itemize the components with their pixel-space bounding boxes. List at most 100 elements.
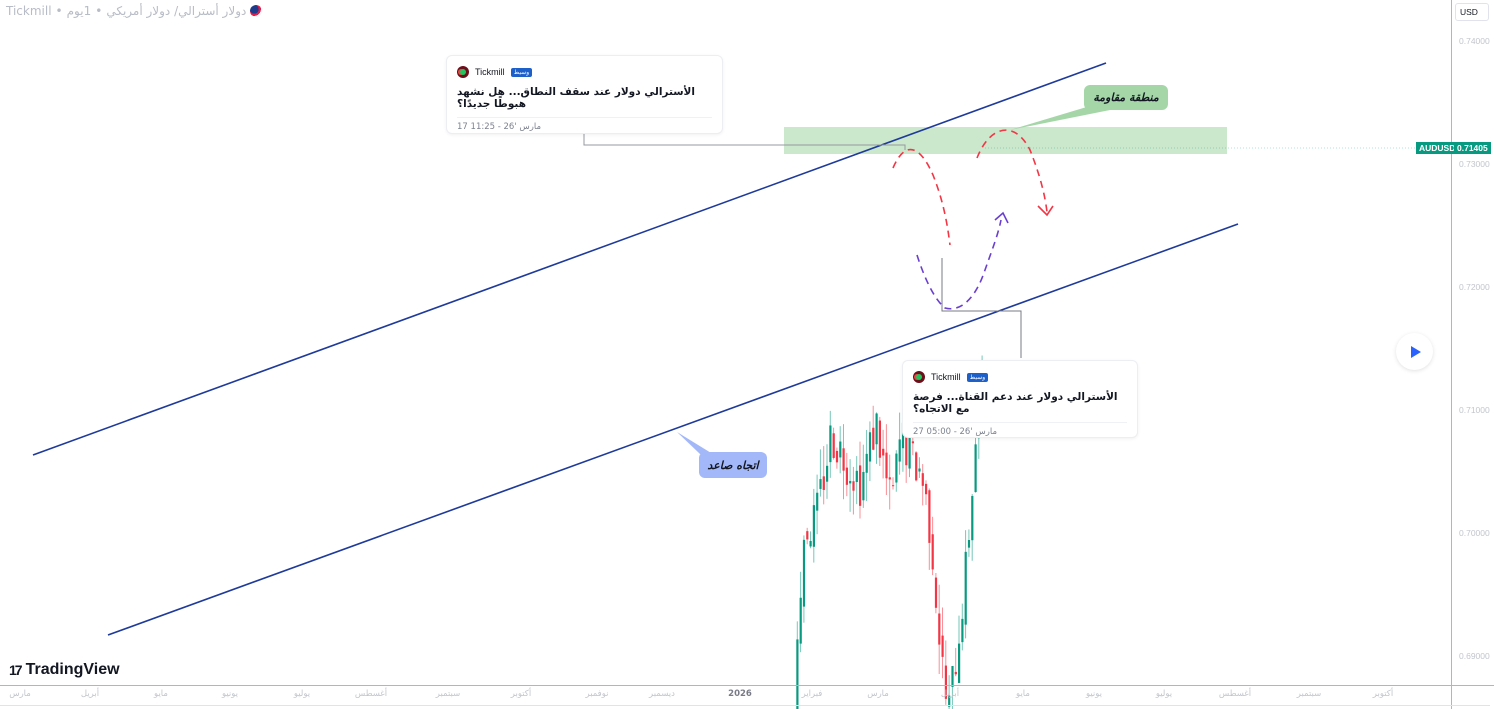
frame-border	[0, 705, 1490, 706]
red-projection-bounce	[976, 129, 1048, 213]
card-date: مارس '26 - 11:25 17	[457, 122, 542, 132]
card-connector-bottom	[941, 258, 1022, 358]
candle-body	[938, 613, 941, 645]
candle-body	[878, 420, 881, 458]
price-tick-label: 0.70000	[1459, 527, 1490, 538]
broker-badge: وسيط	[966, 372, 989, 382]
tradingview-mark-icon: 17	[9, 662, 23, 678]
scroll-to-realtime-button[interactable]	[1396, 333, 1433, 370]
uptrend-callout-pointer	[677, 432, 716, 456]
time-tick-label: سبتمبر	[435, 689, 461, 699]
candle-body	[944, 665, 947, 699]
candle-body	[862, 471, 865, 501]
candle-body	[898, 439, 901, 462]
candle-body	[845, 467, 848, 485]
time-tick-label: نوفمبر	[585, 689, 609, 699]
time-tick-label: مايو	[1016, 689, 1030, 699]
card-date: مارس '26 - 05:00 27	[913, 427, 998, 437]
price-axis[interactable]	[1451, 0, 1494, 709]
candle-body	[872, 427, 875, 450]
candle-body	[951, 666, 954, 687]
candle-body	[859, 465, 862, 506]
currency-button[interactable]: USD	[1455, 3, 1489, 21]
time-tick-label: مايو	[154, 689, 168, 699]
interval[interactable]: 1يوم	[66, 4, 92, 18]
time-tick-label: ديسمبر	[649, 689, 675, 699]
candle-body	[826, 465, 829, 482]
broker-badge: وسيط	[510, 67, 533, 77]
time-tick-label: يوليو	[1155, 689, 1173, 699]
divider	[457, 117, 712, 118]
candle-body	[921, 473, 924, 486]
candle-body	[812, 505, 815, 547]
candle-body	[802, 539, 806, 607]
time-tick-label: سبتمبر	[1296, 689, 1322, 699]
price-tick-label: 0.69000	[1459, 650, 1490, 661]
tickmill-logo-icon	[913, 371, 925, 383]
candle-body	[852, 481, 855, 491]
time-tick-label: فبراير	[801, 689, 823, 699]
time-tick-label: مارس	[9, 689, 31, 699]
candle-body	[816, 492, 819, 511]
card-author[interactable]: Tickmill	[475, 67, 505, 77]
candle-body	[931, 534, 934, 570]
price-tick-label: 0.72000	[1459, 281, 1490, 292]
resistance-zone	[784, 127, 1227, 154]
time-tick-label: أبريل	[80, 689, 100, 699]
time-tick-label: أغسطس	[354, 689, 388, 699]
candle-body	[868, 432, 872, 462]
resistance-callout-pointer	[1010, 106, 1110, 130]
time-tick-label: أكتوبر	[510, 689, 532, 699]
time-tick-label: أغسطس	[1218, 689, 1252, 699]
price-tick-label: 0.73000	[1459, 158, 1490, 169]
broker-name: Tickmill	[6, 4, 52, 18]
symbol-name[interactable]: دولار أسترالي/ دولار أمريكي	[106, 4, 247, 18]
card-author[interactable]: Tickmill	[931, 372, 961, 382]
card-title[interactable]: الأسترالي دولار عند دعم القناة... فرصة م…	[913, 391, 1118, 415]
tradingview-logo[interactable]: 17 TradingView	[9, 661, 120, 679]
time-axis-border	[0, 685, 1494, 686]
red-arrowhead	[1037, 205, 1054, 217]
idea-card-bottom[interactable]: Tickmill وسيط الأسترالي دولار عند دعم ال…	[902, 360, 1138, 438]
candle-body	[796, 639, 799, 709]
candle-body	[835, 450, 839, 463]
symbol-tag: AUDUSD	[1416, 142, 1459, 154]
time-tick-label: أكتوبر	[1372, 689, 1394, 699]
idea-card-top[interactable]: Tickmill وسيط الأسترالي دولار عند سقف ال…	[446, 55, 723, 134]
candle-body	[875, 413, 878, 445]
candle-body	[918, 468, 921, 472]
candle-body	[809, 540, 812, 547]
time-tick-label: يونيو	[221, 689, 239, 699]
candle-body	[892, 485, 895, 487]
resistance-callout[interactable]: منطقة مقاومة	[1084, 85, 1168, 110]
time-tick-label: يونيو	[1085, 689, 1103, 699]
red-projection-drop	[892, 148, 951, 246]
play-icon	[1411, 345, 1421, 358]
candle-body	[829, 425, 832, 463]
separator: •	[95, 4, 103, 18]
candle-body	[925, 483, 928, 495]
candle-body	[865, 453, 868, 473]
aud-usd-flag-icon	[250, 5, 263, 17]
candle-body	[839, 441, 842, 458]
last-price-tag: 0.71405	[1454, 142, 1491, 154]
candle-body	[948, 695, 951, 707]
time-tick-label: يوليو	[293, 689, 311, 699]
channel-upper-line	[32, 62, 1107, 456]
candle-body	[882, 448, 885, 456]
candle-body	[941, 635, 944, 657]
candle-body	[885, 452, 888, 479]
card-connector-top	[583, 134, 906, 150]
candle-body	[971, 496, 974, 541]
candle-body	[895, 453, 898, 483]
candle-body	[964, 551, 967, 625]
candle-body	[842, 448, 845, 471]
card-title[interactable]: الأسترالي دولار عند سقف النطاق... هل نشه…	[457, 86, 695, 110]
divider	[913, 422, 1127, 423]
candle-body	[967, 540, 971, 548]
uptrend-callout[interactable]: اتجاه صاعد	[699, 452, 767, 478]
time-tick-label: 2026	[728, 689, 752, 699]
chart-header: دولار أسترالي/ دولار أمريكي • 1يوم • Tic…	[6, 4, 263, 18]
